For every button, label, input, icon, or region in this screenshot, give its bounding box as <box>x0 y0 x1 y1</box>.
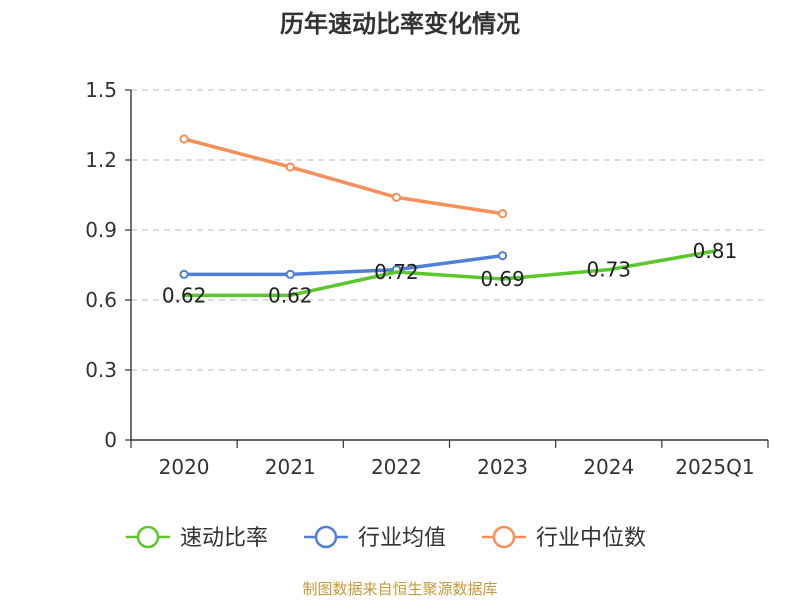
data-point[interactable] <box>179 269 189 279</box>
legend-marker <box>314 525 338 549</box>
data-point[interactable] <box>179 134 189 144</box>
series-line <box>182 253 505 277</box>
legend-marker <box>492 525 516 549</box>
data-label: 0.69 <box>480 267 525 291</box>
legend-marker <box>136 525 160 549</box>
series-line <box>182 137 505 216</box>
legend-item[interactable]: 行业中位数 <box>482 525 646 551</box>
data-label: 0.73 <box>586 258 631 282</box>
series-group <box>179 134 717 298</box>
x-tick-label: 2023 <box>477 455 528 479</box>
data-point[interactable] <box>285 269 295 279</box>
data-label: 0.72 <box>374 260 419 284</box>
data-point[interactable] <box>391 192 402 202</box>
axes: 0 0.3 0.6 0.9 1.2 1.5 2020 2021 2022 2023 2024 2025… <box>85 78 769 479</box>
legend[interactable]: 速动比率 行业均值 行业中位数 <box>126 525 646 551</box>
data-labels: 0.62 0.62 0.72 0.69 0.73 0.81 <box>162 239 737 307</box>
legend-item[interactable]: 速动比率 <box>126 525 268 551</box>
gridlines <box>131 89 768 371</box>
data-label: 0.62 <box>162 283 207 307</box>
legend-label: 行业均值 <box>358 526 446 551</box>
data-label: 0.81 <box>693 239 738 263</box>
chart-title: 历年速动比率变化情况 <box>280 10 520 38</box>
y-tick-label: 1.2 <box>85 148 117 172</box>
x-tick-label: 2020 <box>159 455 210 479</box>
legend-item[interactable]: 行业均值 <box>304 525 446 551</box>
y-tick-label: 0.9 <box>85 218 117 242</box>
y-tick-label: 0 <box>104 428 117 452</box>
x-tick-label: 2024 <box>583 455 634 479</box>
data-point[interactable] <box>497 251 508 261</box>
source-note: 制图数据来自恒生聚源数据库 <box>302 580 497 598</box>
series-line <box>182 249 717 298</box>
legend-label: 行业中位数 <box>536 526 646 551</box>
legend-label: 速动比率 <box>180 526 268 551</box>
data-label: 0.62 <box>268 283 313 307</box>
data-point[interactable] <box>497 209 508 219</box>
y-tick-label: 1.5 <box>85 78 117 102</box>
x-tick-label: 2025Q1 <box>675 455 754 479</box>
y-tick-label: 0.3 <box>85 358 117 382</box>
y-tick-label: 0.6 <box>85 288 117 312</box>
x-tick-label: 2022 <box>371 455 422 479</box>
x-tick-label: 2021 <box>265 455 316 479</box>
data-point[interactable] <box>285 162 295 172</box>
